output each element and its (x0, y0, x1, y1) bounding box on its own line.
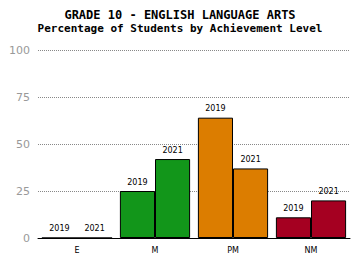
svg-text:2021: 2021 (84, 224, 104, 233)
svg-text:GRADE 10 - ENGLISH LANGUAGE AR: GRADE 10 - ENGLISH LANGUAGE ARTS (64, 8, 295, 22)
svg-text:E: E (74, 246, 79, 255)
svg-text:2019: 2019 (283, 204, 303, 213)
svg-text:75: 75 (16, 91, 30, 104)
svg-text:2019: 2019 (127, 178, 147, 187)
svg-text:100: 100 (9, 44, 30, 57)
svg-text:Percentage of Students by Achi: Percentage of Students by Achievement Le… (38, 22, 323, 35)
svg-text:50: 50 (16, 138, 30, 151)
svg-text:PM: PM (227, 246, 239, 255)
svg-text:2019: 2019 (205, 104, 225, 113)
svg-text:2021: 2021 (318, 187, 338, 196)
svg-text:25: 25 (16, 185, 30, 198)
svg-text:2021: 2021 (240, 155, 260, 164)
svg-text:M: M (152, 246, 159, 255)
svg-text:0: 0 (23, 232, 30, 245)
svg-text:NM: NM (305, 246, 318, 255)
svg-text:2021: 2021 (162, 146, 182, 155)
svg-text:2019: 2019 (49, 224, 69, 233)
